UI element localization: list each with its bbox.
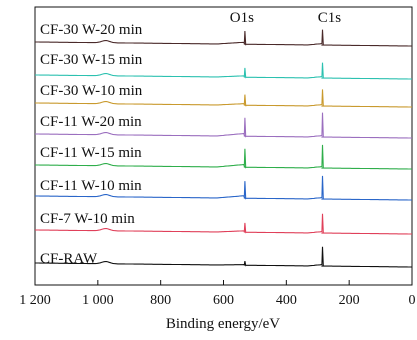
- peak-label-o1s: O1s: [230, 10, 254, 26]
- series-label-3: CF-30 W-10 min: [40, 83, 143, 99]
- series-line-2: [35, 62, 412, 80]
- series-label-2: CF-30 W-15 min: [40, 52, 143, 68]
- series-layer: [35, 29, 412, 268]
- x-tick-label-3: 600: [213, 293, 234, 308]
- series-label-layer: CF-30 W-20 min CF-30 W-15 min CF-30 W-10 m…: [40, 22, 143, 267]
- x-axis-ticks: 1 200 1 000 800 600 400 200 0: [19, 280, 416, 308]
- series-line-6: [35, 175, 412, 201]
- series-label-5: CF-11 W-15 min: [40, 145, 142, 161]
- series-label-7: CF-7 W-10 min: [40, 211, 135, 227]
- series-line-8: [35, 246, 412, 268]
- peak-label-c1s: C1s: [318, 10, 342, 26]
- series-label-1: CF-30 W-20 min: [40, 22, 143, 38]
- peak-annotation-layer: O1s C1s: [230, 10, 342, 26]
- series-line-4: [35, 112, 412, 139]
- x-tick-label-1: 1 000: [82, 293, 114, 308]
- x-axis-title: Binding energy/eV: [166, 316, 280, 332]
- series-line-5: [35, 144, 412, 170]
- series-label-6: CF-11 W-10 min: [40, 178, 142, 194]
- x-tick-label-0: 1 200: [19, 293, 51, 308]
- x-tick-label-6: 0: [409, 293, 416, 308]
- series-line-7: [35, 213, 412, 235]
- x-tick-label-2: 800: [150, 293, 171, 308]
- x-tick-label-4: 400: [276, 293, 297, 308]
- x-tick-label-5: 200: [339, 293, 360, 308]
- series-line-1: [35, 29, 412, 47]
- series-label-4: CF-11 W-20 min: [40, 114, 142, 130]
- series-label-8: CF-RAW: [40, 251, 98, 267]
- series-line-3: [35, 89, 412, 108]
